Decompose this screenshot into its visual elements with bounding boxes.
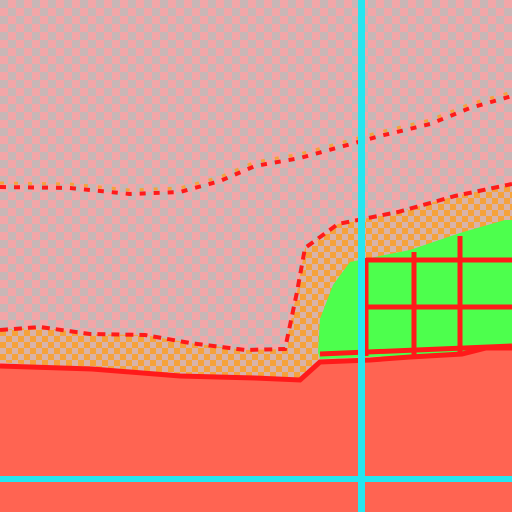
crosshair-vertical[interactable]: [358, 0, 365, 512]
upper-contour-orange: [0, 90, 512, 192]
upper-contour-line: [0, 94, 512, 197]
crosshair-horizontal[interactable]: [0, 476, 512, 482]
ground-edge: [0, 345, 512, 383]
terrain-border-outline: [0, 182, 512, 353]
ground-area: [0, 348, 512, 512]
